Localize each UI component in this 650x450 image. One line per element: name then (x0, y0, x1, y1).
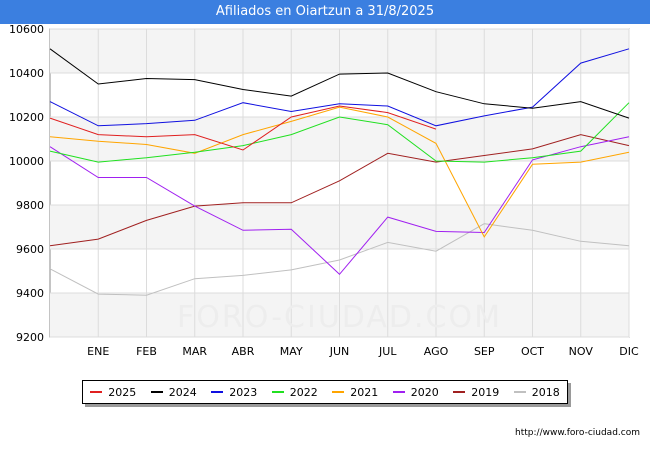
series-line-2018 (49, 223, 630, 296)
x-tick-label: JUL (378, 345, 397, 358)
axis-labels: 9200 9400 9600 9800 10000 10200 10400 10600 ENE F… (9, 23, 639, 358)
legend: 2025 2024 2023 2022 2021 2020 2019 2018 (82, 380, 568, 404)
legend-swatch (453, 391, 466, 393)
x-tick-label: MAY (280, 345, 303, 358)
legend-item-2023: 2023 (211, 386, 257, 399)
legend-item-2019: 2019 (453, 386, 499, 399)
y-tick-label: 9400 (16, 287, 44, 300)
watermark: FORO-CIUDAD.COM (177, 300, 502, 335)
legend-label: 2019 (471, 385, 500, 399)
legend-label: 2018 (531, 385, 560, 399)
gridlines (50, 28, 630, 338)
y-tick-label: 10600 (9, 23, 44, 36)
x-tick-label: DIC (619, 345, 639, 358)
legend-item-2021: 2021 (332, 386, 378, 399)
legend-item-2022: 2022 (271, 385, 318, 399)
chart-title: Afiliados en Oiartzun a 31/8/2025 (0, 0, 650, 24)
legend-swatch (211, 391, 224, 393)
x-tick-label: FEB (136, 345, 157, 358)
legend-swatch (392, 391, 405, 393)
legend-label: 2021 (350, 385, 379, 399)
legend-swatch (513, 391, 526, 393)
x-tick-label: ABR (232, 345, 255, 358)
x-tick-label: SEP (474, 345, 495, 358)
legend-swatch (150, 391, 163, 393)
x-tick-label: JUN (329, 345, 350, 358)
legend-item-2020: 2020 (392, 385, 439, 399)
series-line-2023 (49, 48, 630, 127)
legend-swatch (332, 391, 345, 393)
series-line-2021 (49, 106, 630, 238)
legend-swatch (90, 391, 103, 393)
series-line-2025 (49, 105, 437, 151)
legend-label: 2020 (410, 385, 439, 399)
series-line-2022 (49, 102, 630, 163)
legend-label: 2024 (168, 385, 197, 399)
legend-label: 2025 (108, 385, 137, 399)
y-tick-label: 10400 (9, 67, 44, 80)
legend-item-2018: 2018 (513, 385, 560, 399)
series-layer (49, 48, 630, 296)
x-tick-label: OCT (521, 345, 544, 358)
series-line-2024 (49, 48, 630, 119)
legend-item-2024: 2024 (150, 385, 197, 399)
legend-label: 2023 (229, 385, 258, 399)
y-tick-label: 9600 (16, 243, 44, 256)
series-line-2019 (49, 134, 630, 247)
x-tick-label: MAR (182, 345, 207, 358)
source-url[interactable]: http://www.foro-ciudad.com (515, 428, 640, 438)
y-tick-label: 10000 (9, 155, 44, 168)
series-line-2020 (49, 136, 630, 276)
legend-swatch (271, 391, 284, 393)
x-tick-label: NOV (569, 345, 594, 358)
x-tick-label: ENE (87, 345, 109, 358)
y-tick-label: 9200 (16, 331, 44, 344)
y-tick-label: 10200 (9, 111, 44, 124)
y-tick-label: 9800 (16, 199, 44, 212)
legend-item-2025: 2025 (90, 386, 136, 399)
x-tick-label: AGO (424, 345, 449, 358)
legend-label: 2022 (289, 385, 318, 399)
